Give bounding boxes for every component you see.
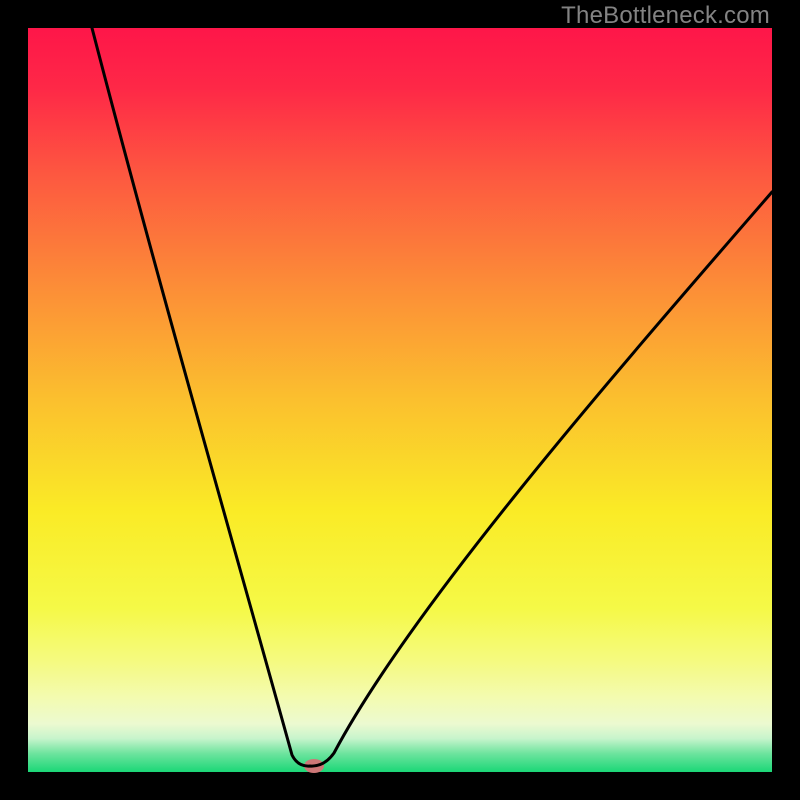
watermark-text: TheBottleneck.com: [561, 2, 770, 30]
border-right: [772, 0, 800, 800]
border-left: [0, 0, 28, 800]
vertex-marker: [304, 759, 324, 773]
gradient-background: [28, 28, 772, 772]
chart-frame: TheBottleneck.com: [0, 0, 800, 800]
border-bottom: [0, 772, 800, 800]
